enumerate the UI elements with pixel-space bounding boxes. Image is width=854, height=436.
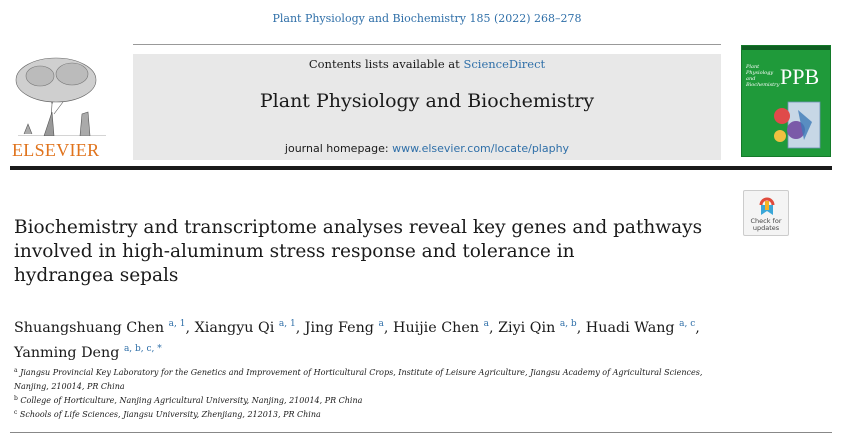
journal-banner: Contents lists available at ScienceDirec… <box>133 54 721 160</box>
author-affil-ref[interactable]: a <box>378 319 384 329</box>
homepage-link[interactable]: www.elsevier.com/locate/plaphy <box>392 142 570 155</box>
header-thick-rule <box>10 166 832 170</box>
cover-acronym: PPB <box>780 64 820 89</box>
affiliation-list: a Jiangsu Provincial Key Laboratory for … <box>14 365 834 421</box>
author[interactable]: Xiangyu Qi a, 1, <box>194 319 305 336</box>
affiliation-item: a Jiangsu Provincial Key Laboratory for … <box>14 367 703 377</box>
affiliation-item: c Schools of Life Sciences, Jiangsu Univ… <box>14 409 321 419</box>
article-title: Biochemistry and transcriptome analyses … <box>14 216 714 288</box>
author[interactable]: Ziyi Qin a, b, <box>498 319 586 336</box>
author[interactable]: Jing Feng a, <box>304 319 393 336</box>
contents-prefix: Contents lists available at <box>308 57 464 71</box>
crossmark-icon <box>759 197 775 215</box>
journal-citation[interactable]: Plant Physiology and Biochemistry 185 (2… <box>272 12 582 25</box>
author-affil-ref[interactable]: a, 1 <box>278 319 296 329</box>
journal-cover[interactable]: Plant Physiology and Biochemistry PPB <box>741 45 831 157</box>
author-affil-ref[interactable]: a, b, c, * <box>123 344 162 354</box>
crossmark-line1: Check for <box>750 217 782 225</box>
author-affil-ref[interactable]: a, c <box>679 319 696 329</box>
author-list: Shuangshuang Chen a, 1, Xiangyu Qi a, 1,… <box>14 314 734 364</box>
elsevier-logo[interactable]: ELSEVIER <box>10 54 114 160</box>
homepage-prefix: journal homepage: <box>284 142 393 155</box>
author-affil-ref[interactable]: a, 1 <box>168 319 186 329</box>
affiliation-item: Nanjing, 210014, PR China <box>14 382 125 391</box>
cover-top-band <box>742 46 830 50</box>
author-affil-ref[interactable]: a <box>483 319 489 329</box>
footer-rule <box>10 432 832 433</box>
journal-title[interactable]: Plant Physiology and Biochemistry <box>259 90 595 112</box>
cover-small-title: Plant Physiology and Biochemistry <box>746 64 780 88</box>
title-line-1: Biochemistry and transcriptome analyses … <box>14 217 703 238</box>
crossmark-text: Check for updates <box>744 218 788 232</box>
crossmark-line2: updates <box>752 224 780 232</box>
header-rule <box>133 44 721 45</box>
homepage-line: journal homepage: www.elsevier.com/locat… <box>133 142 721 155</box>
elsevier-tree-icon <box>15 57 106 136</box>
author[interactable]: Shuangshuang Chen a, 1, <box>14 319 195 336</box>
check-for-updates-badge[interactable]: Check for updates <box>743 190 789 236</box>
elsevier-wordmark: ELSEVIER <box>12 140 100 160</box>
author[interactable]: Huadi Wang a, c, <box>585 319 700 336</box>
sciencedirect-link[interactable]: ScienceDirect <box>463 57 546 71</box>
cover-artwork-icon <box>774 101 821 149</box>
title-line-2: involved in high-aluminum stress respons… <box>14 241 575 262</box>
author[interactable]: Yanming Deng a, b, c, * <box>14 344 162 361</box>
author-affil-ref[interactable]: a, b <box>559 319 577 329</box>
affiliation-item: b College of Horticulture, Nanjing Agric… <box>14 395 363 405</box>
title-line-3: hydrangea sepals <box>14 265 179 286</box>
author[interactable]: Huijie Chen a, <box>392 319 499 336</box>
contents-line: Contents lists available at ScienceDirec… <box>133 57 721 71</box>
